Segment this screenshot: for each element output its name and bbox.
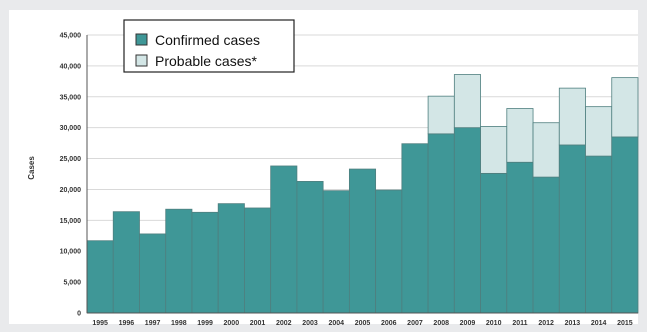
bar-confirmed: [558, 144, 586, 314]
bar-confirmed: [532, 176, 560, 314]
y-tick-label: 5,000: [63, 280, 81, 287]
bar-confirmed: [86, 240, 114, 314]
legend-box: [123, 19, 295, 73]
x-tick-label: 2015: [617, 320, 633, 327]
y-tick-label: 30,000: [60, 125, 82, 132]
bar-confirmed: [112, 211, 140, 314]
bars: [86, 74, 639, 314]
bar-probable: [453, 74, 481, 129]
legend-swatch-confirmed: [135, 33, 148, 46]
x-tick-label: 1995: [92, 320, 108, 327]
bar-confirmed: [375, 189, 403, 314]
x-tick-label: 2007: [407, 320, 423, 327]
bar-confirmed: [585, 155, 613, 314]
bar-probable: [532, 122, 560, 178]
bar-probable: [558, 87, 586, 146]
x-tick-label: 1999: [197, 320, 213, 327]
x-tick-label: 2005: [355, 320, 371, 327]
x-tick-label: 2008: [433, 320, 449, 327]
x-tick-label: 2001: [250, 320, 266, 327]
y-tick-label: 45,000: [60, 33, 82, 40]
bar-confirmed: [139, 233, 167, 314]
y-tick-label: 20,000: [60, 187, 82, 194]
x-tick-label: 2013: [565, 320, 581, 327]
bar-confirmed: [453, 127, 481, 314]
bar-confirmed: [217, 203, 245, 314]
bar-confirmed: [165, 208, 193, 314]
bar-confirmed: [296, 181, 324, 314]
x-tick-label: 2012: [538, 320, 554, 327]
x-tick-label: 2014: [591, 320, 607, 327]
x-tick-label: 1996: [119, 320, 135, 327]
bar-probable: [506, 108, 534, 163]
x-tick-label: 2004: [328, 320, 344, 327]
bar-confirmed: [270, 165, 298, 314]
y-tick-label: 40,000: [60, 63, 82, 70]
bar-confirmed: [506, 161, 534, 314]
bar-confirmed: [348, 168, 377, 314]
bar-probable: [427, 95, 455, 135]
y-tick-label: 0: [77, 311, 81, 318]
bar-probable: [585, 106, 613, 157]
axes: [86, 35, 638, 314]
bar-confirmed: [611, 136, 639, 314]
y-tick-label: 10,000: [60, 249, 82, 256]
y-axis-label: Cases: [27, 156, 36, 180]
x-tick-labels: 1995 1996 1997 1998 1999 2000 2001 2002 2003 2004…: [92, 320, 632, 327]
y-tick-label: 35,000: [60, 94, 82, 101]
x-tick-label: 1998: [171, 320, 187, 327]
x-tick-label: 2000: [224, 320, 240, 327]
x-tick-label: 2003: [302, 320, 318, 327]
y-tick-labels: 0 5,000 10,000 15,000 20,000 25,000 30,000 35,0…: [60, 33, 82, 318]
x-tick-label: 1997: [145, 320, 161, 327]
x-tick-label: 2010: [486, 320, 502, 327]
bar-confirmed: [244, 207, 272, 314]
bar-probable: [611, 77, 639, 138]
bar-confirmed: [191, 211, 219, 314]
y-tick-label: 25,000: [60, 156, 82, 163]
bar-confirmed: [401, 143, 429, 314]
legend: Confirmed cases Probable cases*: [123, 19, 295, 73]
legend-swatch-probable: [135, 54, 148, 67]
legend-label-probable: Probable cases*: [155, 53, 258, 69]
x-tick-label: 2009: [460, 320, 476, 327]
bar-probable: [480, 126, 508, 174]
legend-label-confirmed: Confirmed cases: [155, 32, 260, 48]
x-tick-label: 2011: [512, 320, 527, 327]
y-tick-label: 15,000: [60, 218, 82, 225]
x-tick-label: 2002: [276, 320, 292, 327]
x-tick-label: 2006: [381, 320, 397, 327]
bar-confirmed: [322, 190, 350, 314]
bar-confirmed: [427, 133, 455, 314]
bar-confirmed: [480, 172, 508, 314]
